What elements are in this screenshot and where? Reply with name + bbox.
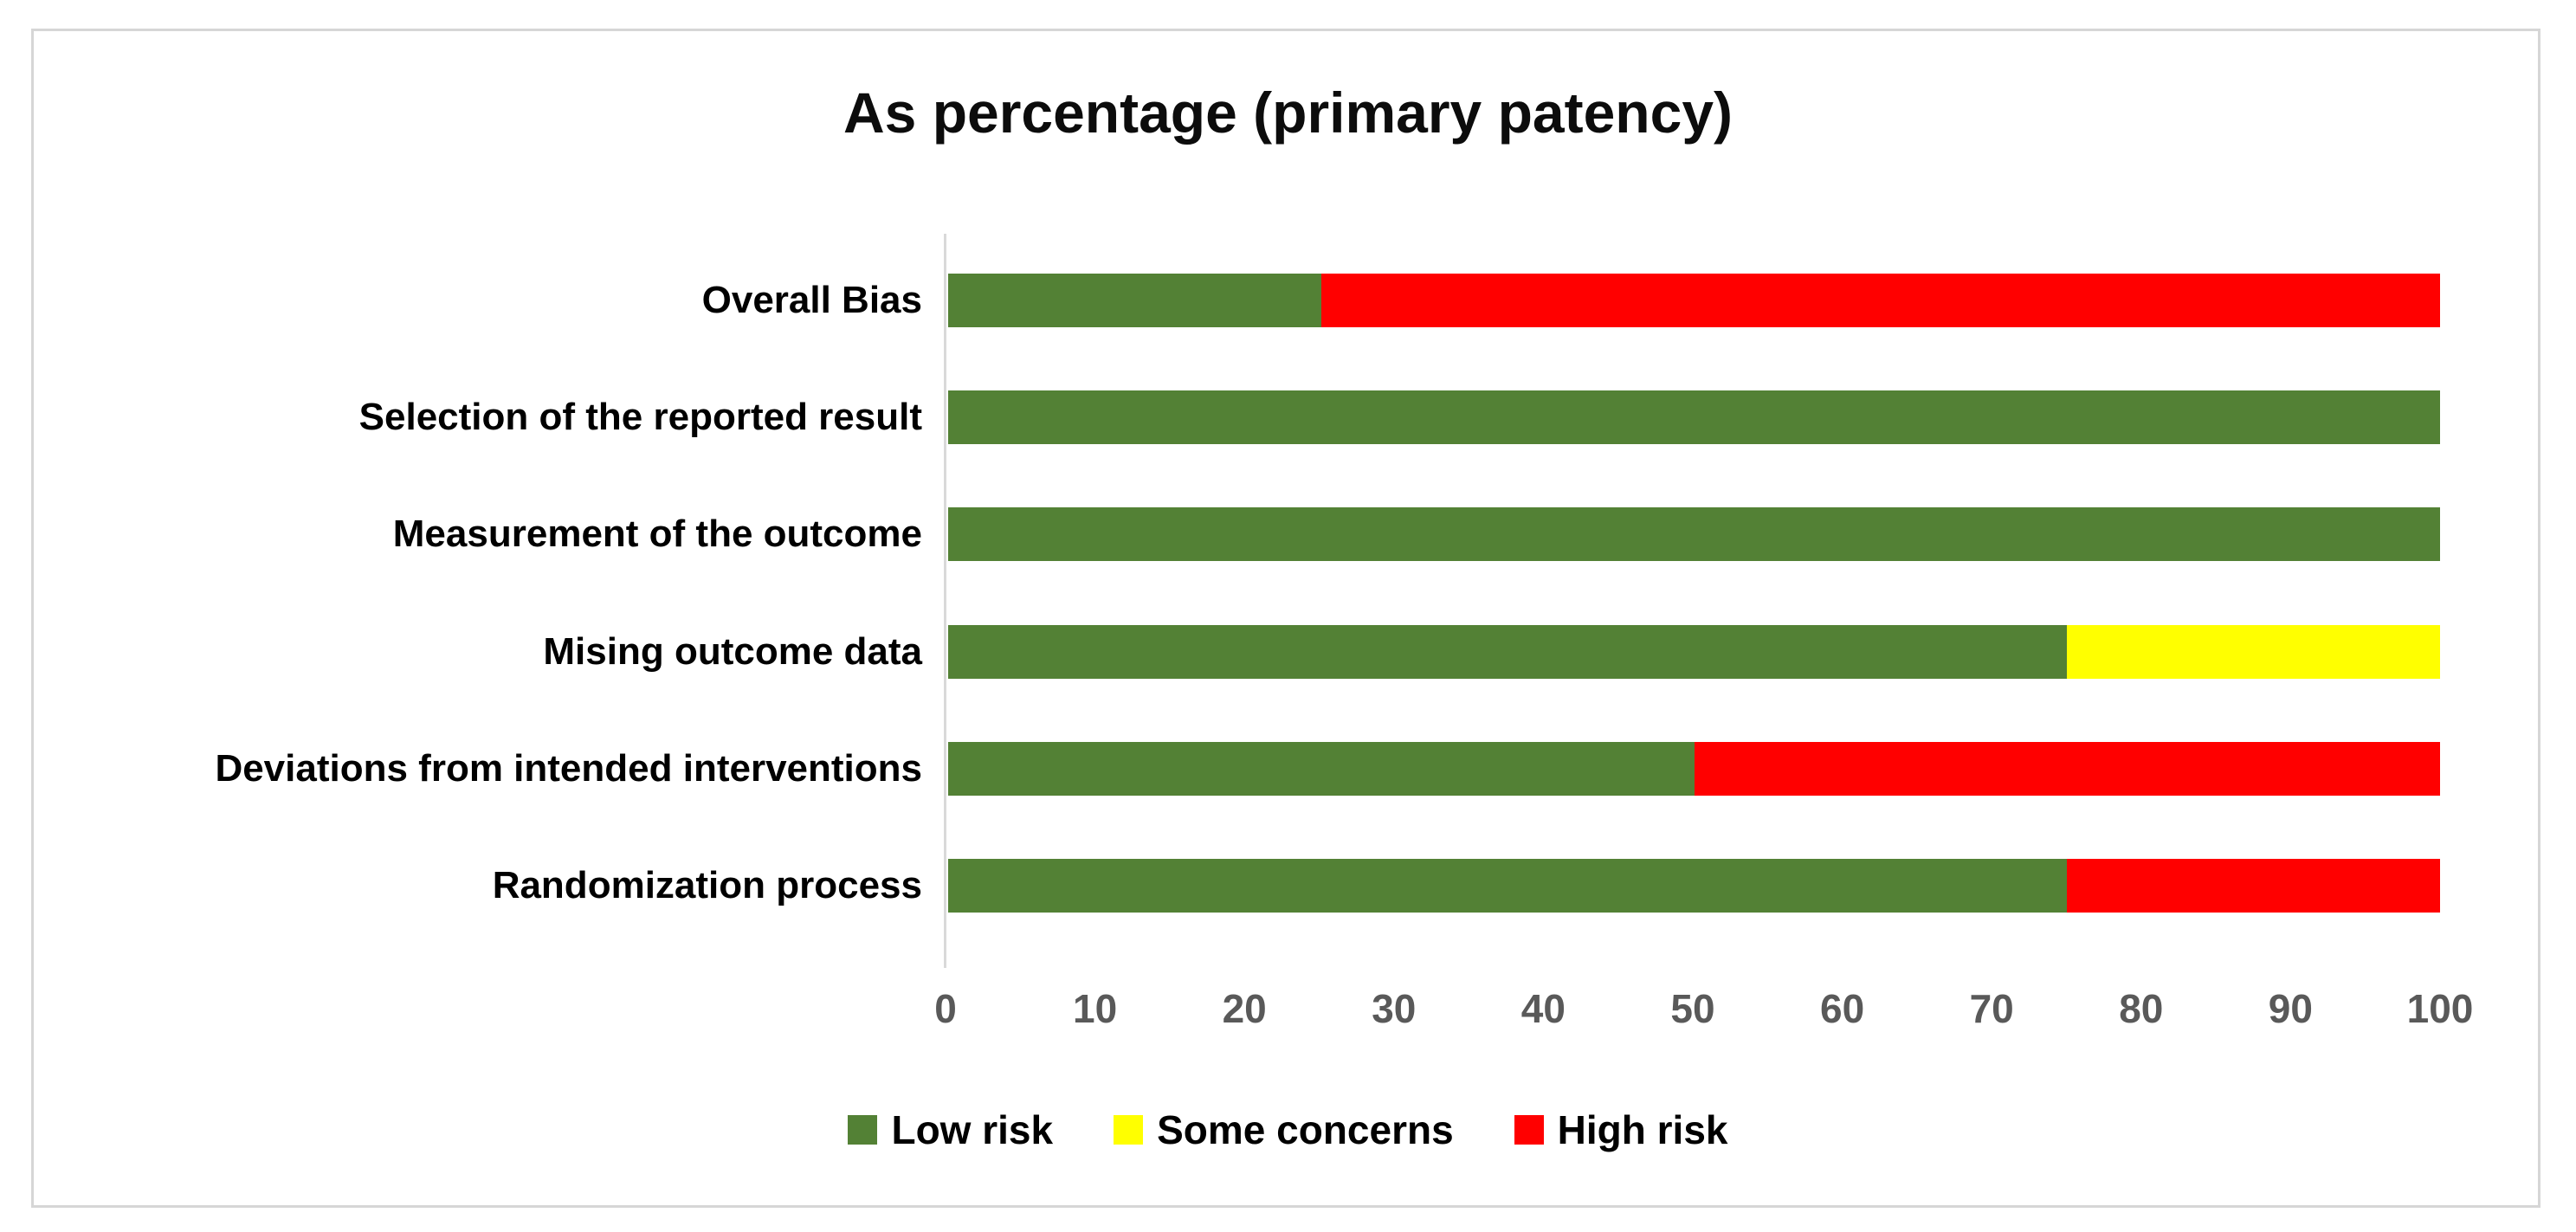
x-axis-tick-label: 20 <box>1222 986 1267 1031</box>
category-label: Measurement of the outcome <box>392 513 922 556</box>
bar-segment-low-risk <box>948 390 2440 444</box>
x-axis-tick-label: 100 <box>2406 986 2474 1031</box>
legend-item-high-risk: High risk <box>1514 1106 1728 1153</box>
category-label: Deviations from intended interventions <box>215 746 922 790</box>
y-axis-line <box>944 234 946 968</box>
category-label: Selection of the reported result <box>358 395 922 438</box>
x-axis-tick-label: 60 <box>1820 986 1865 1031</box>
bar-row: Mising outcome data <box>0 593 2576 710</box>
legend-swatch-some-concerns <box>1114 1115 1144 1145</box>
bar-segment-high-risk <box>2067 859 2440 913</box>
x-axis-tick-label: 0 <box>934 986 957 1031</box>
bar-segment-high-risk <box>1320 273 2440 327</box>
bar-segment-low-risk <box>948 859 2068 913</box>
bar-track <box>948 390 2440 444</box>
legend-label: Some concerns <box>1157 1107 1454 1152</box>
x-axis-tick-label: 80 <box>2119 986 2164 1031</box>
bar-track <box>948 507 2440 562</box>
legend-label: High risk <box>1557 1107 1728 1152</box>
bar-track <box>948 859 2440 913</box>
bar-row: Deviations from intended interventions <box>0 710 2576 827</box>
bar-segment-low-risk <box>948 507 2440 562</box>
legend-item-low-risk: Low risk <box>848 1106 1053 1153</box>
bar-track <box>948 624 2440 679</box>
x-axis: 0 10 20 30 40 50 60 70 80 90 100 <box>934 985 2473 1037</box>
bar-segment-high-risk <box>1694 741 2440 796</box>
legend: Low risk Some concerns High risk <box>0 1106 2576 1153</box>
bar-row: Measurement of the outcome <box>0 476 2576 593</box>
bar-segment-low-risk <box>948 741 1695 796</box>
plot-area: Overall Bias Selection of the reported re… <box>0 242 2576 945</box>
legend-swatch-low-risk <box>848 1115 878 1145</box>
bar-row: Overall Bias <box>0 242 2576 358</box>
bar-track <box>948 741 2440 796</box>
x-axis-tick-label: 70 <box>1969 986 2014 1031</box>
bar-segment-some-concerns <box>2067 624 2440 679</box>
bar-segment-low-risk <box>948 273 1321 327</box>
bar-row: Randomization process <box>0 828 2576 945</box>
legend-swatch-high-risk <box>1514 1115 1544 1145</box>
category-label: Mising outcome data <box>543 629 922 673</box>
x-axis-tick-label: 90 <box>2268 986 2313 1031</box>
bar-segment-low-risk <box>948 624 2068 679</box>
bar-row: Selection of the reported result <box>0 358 2576 475</box>
category-label: Overall Bias <box>701 278 922 321</box>
x-axis-tick-label: 50 <box>1670 986 1715 1031</box>
chart-title: As percentage (primary patency) <box>843 81 1733 145</box>
x-axis-tick-label: 40 <box>1520 986 1566 1031</box>
x-axis-tick-label: 30 <box>1372 986 1417 1031</box>
chart-frame <box>31 29 2540 1208</box>
legend-label: Low risk <box>891 1107 1054 1152</box>
x-axis-tick-label: 10 <box>1073 986 1118 1031</box>
legend-item-some-concerns: Some concerns <box>1114 1106 1454 1153</box>
bar-track <box>948 273 2440 327</box>
category-label: Randomization process <box>492 864 922 907</box>
